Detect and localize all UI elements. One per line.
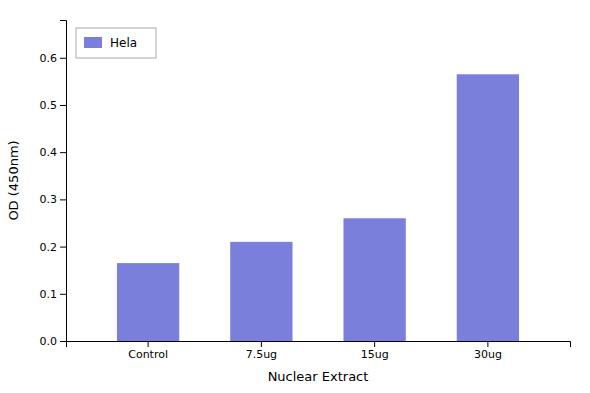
y-axis-line	[60, 21, 67, 342]
x-tick-label: Control	[128, 348, 168, 361]
y-tick: 0.2	[40, 241, 67, 254]
y-tick-label: 0.6	[40, 52, 58, 65]
y-tick-label: 0.4	[40, 146, 58, 159]
x-tick-mark	[148, 341, 149, 347]
bars	[117, 74, 519, 341]
y-tick-mark	[60, 199, 66, 200]
y-axis: 0.0 0.1 0.2 0.3 0.4 0.5 0.6	[40, 21, 67, 349]
legend: Hela	[76, 28, 156, 58]
legend-frame	[76, 28, 156, 58]
y-tick: 0.4	[40, 146, 67, 159]
y-tick: 0.1	[40, 288, 67, 301]
x-tick-mark	[374, 341, 375, 347]
y-tick-mark	[60, 105, 66, 106]
y-tick-mark	[60, 58, 66, 59]
x-tick-label: 30ug	[474, 348, 502, 361]
y-tick-label: 0.3	[40, 193, 58, 206]
bar	[230, 242, 292, 341]
y-tick-label: 0.0	[40, 335, 58, 348]
x-tick-mark	[487, 341, 488, 347]
y-tick-mark	[60, 247, 66, 248]
bar	[457, 74, 519, 341]
chart: Control7.5ug15ug30ug0.00.10.20.30.40.50.…	[0, 0, 590, 393]
y-axis-title: OD (450nm)	[6, 140, 21, 220]
y-tick-mark	[60, 152, 66, 153]
x-axis-title: Nuclear Extract	[268, 369, 369, 384]
x-tick: 30ug	[474, 341, 502, 361]
y-tick: 0.3	[40, 193, 67, 206]
y-tick: 0.0	[40, 335, 67, 348]
y-tick-mark	[60, 341, 66, 342]
x-tick: 7.5ug	[246, 341, 277, 361]
y-tick-label: 0.2	[40, 241, 58, 254]
x-axis-line	[67, 342, 571, 348]
x-tick-label: 15ug	[361, 348, 389, 361]
x-tick: 15ug	[361, 341, 389, 361]
legend-item: Hela	[84, 36, 137, 50]
x-tick-label: 7.5ug	[246, 348, 277, 361]
x-axis: Control 7.5ug 15ug 30ug	[67, 341, 571, 361]
bar	[117, 263, 179, 341]
x-tick-mark	[261, 341, 262, 347]
y-tick: 0.6	[40, 52, 67, 65]
y-tick-mark	[60, 294, 66, 295]
x-tick: Control	[128, 341, 168, 361]
legend-label: Hela	[110, 36, 137, 50]
bar	[343, 218, 405, 341]
legend-swatch	[84, 37, 102, 48]
y-tick-label: 0.1	[40, 288, 58, 301]
y-tick-label: 0.5	[40, 99, 58, 112]
y-tick: 0.5	[40, 99, 67, 112]
plot: Control7.5ug15ug30ug0.00.10.20.30.40.50.…	[40, 21, 571, 361]
